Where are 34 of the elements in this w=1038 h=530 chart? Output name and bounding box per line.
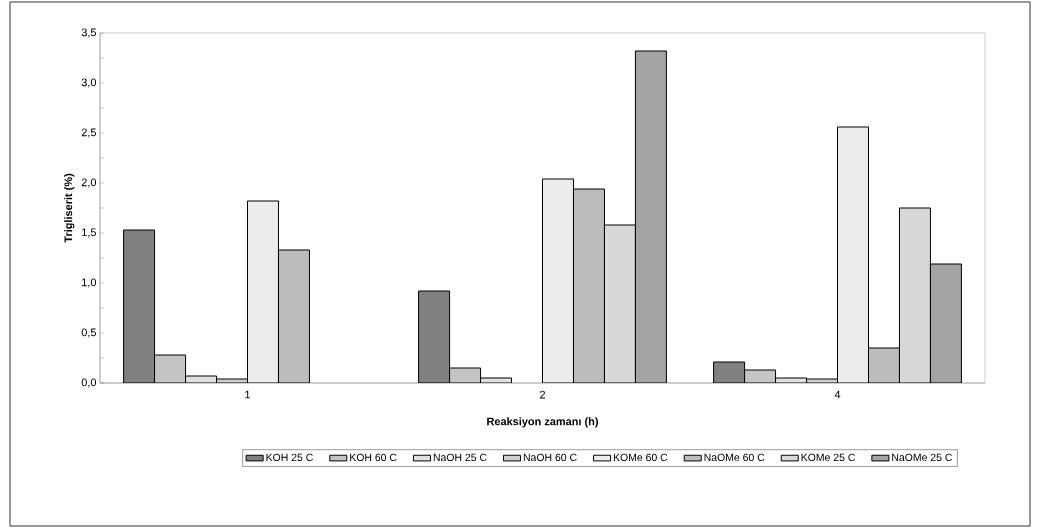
legend-label: NaOMe 60 C xyxy=(704,453,765,462)
x-tick-label: 4 xyxy=(834,390,841,399)
bar xyxy=(123,229,156,383)
legend-label: NaOH 25 C xyxy=(433,453,487,462)
bar xyxy=(247,200,279,383)
bar xyxy=(837,126,869,383)
y-tick-label: 0,5 xyxy=(81,328,97,338)
bar xyxy=(867,347,900,383)
bar xyxy=(542,178,574,383)
y-tick-label: 1,5 xyxy=(82,228,97,238)
legend-label: NaOMe 25 C xyxy=(892,453,953,462)
x-tick-label: 1 xyxy=(245,390,251,399)
x-tick-label: 2 xyxy=(540,390,545,399)
y-tick-label: 2,5 xyxy=(81,128,97,138)
legend-label: KOMe 25 C xyxy=(801,453,855,462)
bar xyxy=(603,224,636,383)
y-axis-title: Trigliserit (%) xyxy=(64,173,75,243)
y-tick-label: 2,0 xyxy=(81,178,97,188)
bar xyxy=(418,290,451,383)
x-axis-title: Reaksiyon zamanı (h) xyxy=(487,417,598,428)
y-tick-label: 3,0 xyxy=(81,78,97,88)
legend-label: KOH 60 C xyxy=(350,453,397,462)
bar xyxy=(572,188,605,383)
legend-label: KOMe 60 C xyxy=(613,453,668,462)
y-tick-label: 0,0 xyxy=(81,378,97,388)
bar xyxy=(634,50,667,383)
legend-label: NaOH 60 C xyxy=(523,453,577,462)
bar xyxy=(929,263,962,383)
bar xyxy=(154,354,187,383)
y-tick-label: 1,0 xyxy=(82,278,97,288)
bar xyxy=(277,249,310,383)
y-tick-label: 3,5 xyxy=(81,28,97,38)
legend-label: KOH 25 C xyxy=(266,453,313,462)
bar xyxy=(898,207,931,383)
